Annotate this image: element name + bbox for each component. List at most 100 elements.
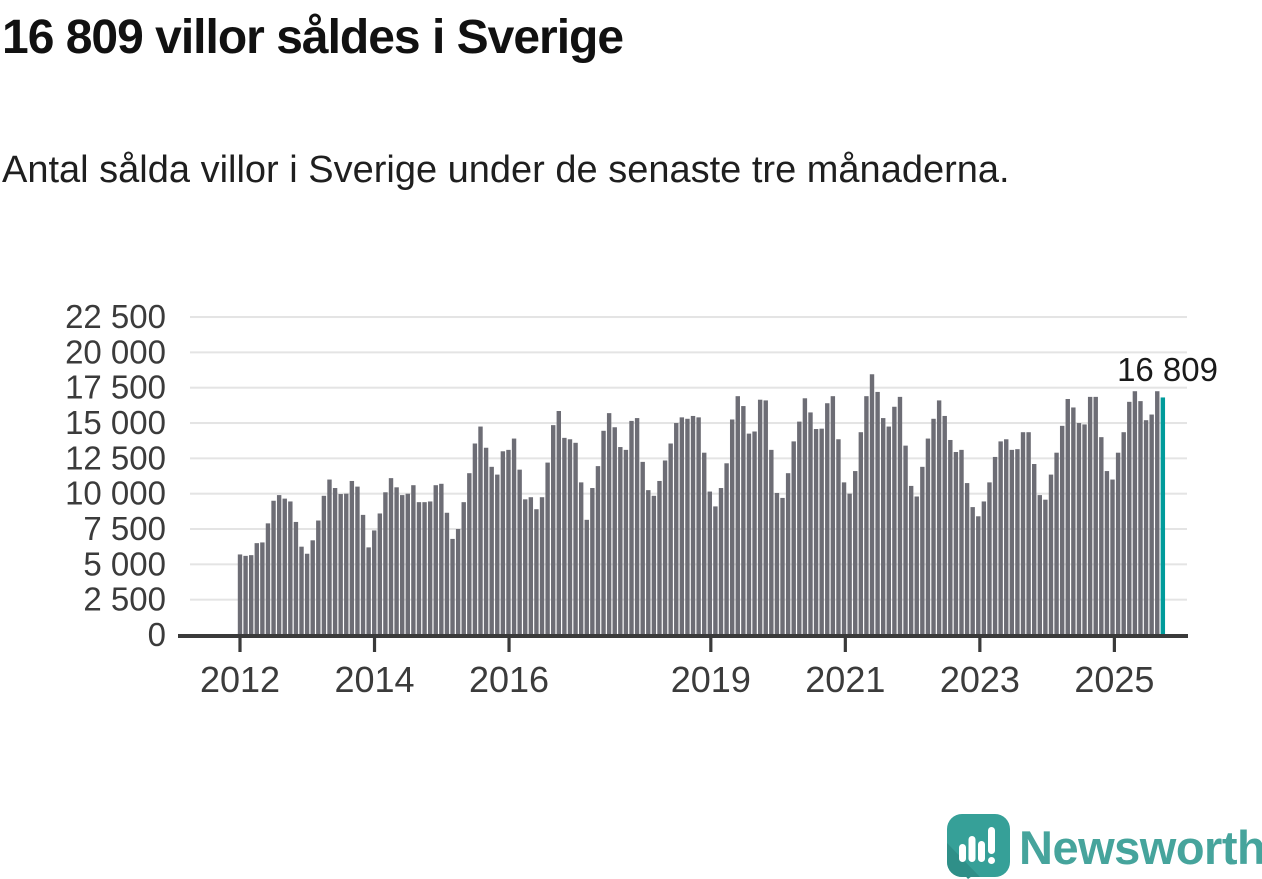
bar [819, 428, 824, 635]
newsworthy-logo-icon [947, 814, 1010, 879]
bar [489, 466, 494, 635]
bar [1093, 396, 1098, 635]
bar [942, 415, 947, 635]
bar [399, 495, 405, 635]
bar [836, 439, 841, 635]
bar [1138, 401, 1143, 635]
bar [1026, 432, 1031, 635]
bar [702, 452, 707, 635]
bar [746, 433, 752, 635]
bar [276, 495, 282, 635]
bar [696, 417, 701, 635]
y-axis-tick-label: 5 000 [83, 545, 166, 582]
bar [1020, 432, 1026, 635]
x-axis-tick-label: 2023 [940, 659, 1020, 700]
bar [517, 469, 522, 635]
bar [908, 485, 914, 635]
bar [282, 498, 287, 635]
bar [545, 462, 550, 635]
x-axis-tick-label: 2025 [1074, 659, 1154, 700]
bar [584, 519, 589, 635]
bar [1121, 432, 1126, 635]
bar [237, 554, 243, 635]
bar [903, 445, 908, 635]
bar [299, 546, 304, 635]
bar [606, 413, 612, 635]
bar [987, 482, 992, 635]
x-axis-tick-label: 2014 [334, 659, 414, 700]
bar [948, 439, 953, 635]
y-axis-tick-label: 22 500 [65, 298, 166, 335]
bar [578, 482, 584, 635]
bar [668, 443, 673, 635]
bar [551, 425, 556, 635]
bar [483, 447, 489, 635]
bar [674, 423, 679, 635]
bar [970, 507, 975, 635]
y-axis-tick-label: 20 000 [65, 333, 166, 370]
bar [523, 499, 528, 635]
bar [897, 396, 903, 635]
bar [316, 520, 321, 635]
bar [1104, 471, 1110, 635]
bar [288, 501, 293, 635]
bar [422, 502, 427, 635]
bar [752, 431, 757, 635]
bar [1009, 449, 1015, 635]
bar [338, 494, 343, 635]
bar [931, 418, 936, 635]
bar [388, 478, 394, 635]
bar [478, 426, 483, 635]
bar [472, 443, 478, 635]
bar [467, 473, 472, 635]
bar [612, 427, 617, 635]
bar [495, 474, 500, 635]
bar [718, 488, 724, 635]
bar [511, 438, 517, 635]
bar [1149, 414, 1154, 635]
bar [601, 430, 606, 635]
gridline [190, 351, 1187, 354]
x-axis-tick-mark [978, 638, 982, 652]
bar [853, 471, 858, 635]
bar [500, 451, 506, 635]
bar [1082, 424, 1087, 635]
bar [344, 493, 349, 635]
bar [254, 543, 259, 635]
bar [1071, 407, 1076, 635]
bar [757, 399, 763, 635]
bar [925, 438, 931, 635]
bar [534, 509, 539, 635]
bar [707, 491, 713, 635]
bar [562, 437, 567, 635]
bar [321, 495, 327, 635]
bar [271, 500, 276, 635]
bar [1054, 452, 1059, 635]
y-axis-tick-label: 17 500 [65, 369, 166, 406]
bar [920, 466, 925, 635]
bar [304, 553, 310, 635]
bar [1115, 452, 1121, 635]
bar [998, 441, 1003, 635]
bar [506, 449, 511, 635]
newsworthy-wordmark: Newsworthy [1019, 821, 1262, 874]
bar [1143, 420, 1149, 635]
bar [724, 463, 729, 635]
bar [634, 418, 640, 635]
x-axis-tick-label: 2019 [671, 659, 751, 700]
bar [366, 547, 371, 635]
x-axis-tick-label: 2021 [805, 659, 885, 700]
bar [394, 487, 399, 635]
bar [461, 502, 466, 635]
bar [1132, 391, 1138, 635]
bar [886, 426, 891, 635]
bar [774, 492, 780, 635]
bar [825, 403, 830, 635]
bar [310, 540, 315, 635]
bar [360, 514, 366, 635]
bar [685, 418, 690, 635]
bar [411, 485, 416, 635]
bar [629, 420, 634, 635]
bar [875, 391, 880, 635]
bar [444, 512, 450, 635]
